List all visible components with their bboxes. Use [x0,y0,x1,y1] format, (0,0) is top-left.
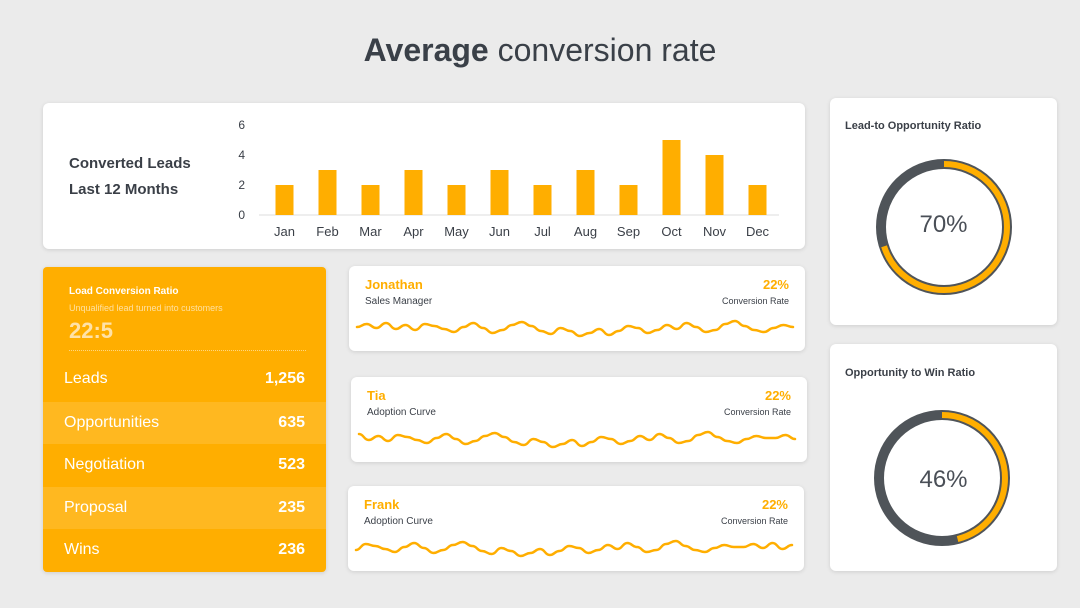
donut-title: Lead-to Opportunity Ratio [845,120,982,132]
person-role: Adoption Curve [367,407,436,418]
person-card-frank: Frank Adoption Curve 22% Conversion Rate [348,486,804,571]
page-title-rest: conversion rate [497,32,717,68]
funnel-row-value: 235 [278,499,305,516]
y-tick-label: 2 [238,178,245,192]
person-trend-sparkline [355,319,795,338]
bar-jan [275,185,294,215]
bar-dec [748,185,767,215]
lead-conversion-funnel: Load Conversion Ratio Unqualified lead t… [43,267,326,572]
page-title-bold: Average [363,32,489,68]
funnel-row-opportunities: Opportunities 635 [43,402,326,444]
funnel-row-value: 236 [278,541,305,558]
donut-arc [876,412,1008,544]
funnel-subtitle: Unqualified lead turned into customers [69,303,223,313]
bar-may [447,185,466,215]
funnel-row-label: Leads [64,370,108,387]
person-percent-label: Conversion Rate [721,296,789,306]
x-tick-label: Jul [534,224,551,239]
bar-sep [619,185,638,215]
funnel-title: Load Conversion Ratio [69,286,179,297]
funnel-row-label: Proposal [64,499,128,516]
person-name: Jonathan [365,277,423,292]
donut-value: 70% [919,211,968,238]
x-tick-label: Sep [617,224,640,239]
funnel-divider [69,350,306,351]
person-percent: 22% [764,388,791,403]
funnel-row-leads: Leads 1,256 [43,358,326,400]
x-tick-label: Nov [703,224,727,239]
y-tick-label: 6 [238,118,245,132]
bar-oct [662,140,681,215]
x-tick-label: Oct [661,224,682,239]
converted-leads-period: Last 12 Months [69,181,179,198]
person-name: Frank [364,497,400,512]
bar-nov [705,155,724,215]
x-tick-label: Feb [316,224,338,239]
bar-jun [490,170,509,215]
donut-title: Opportunity to Win Ratio [845,367,976,379]
funnel-row-label: Negotiation [64,456,145,473]
person-role: Adoption Curve [364,516,433,527]
person-percent-label: Conversion Rate [720,516,788,526]
funnel-row-negotiation: Negotiation 523 [43,444,326,486]
person-percent: 22% [762,277,789,292]
funnel-row-proposal: Proposal 235 [43,487,326,529]
lead-to-opportunity-donut [876,159,1012,295]
x-tick-label: Mar [359,224,382,239]
y-tick-label: 0 [238,208,245,222]
y-tick-label: 4 [238,148,245,162]
person-name: Tia [367,388,386,403]
person-role: Sales Manager [365,296,433,307]
person-trend-sparkline [354,539,794,558]
person-card-jonathan: Jonathan Sales Manager 22% Conversion Ra… [349,266,805,351]
funnel-row-label: Opportunities [64,414,160,431]
person-percent-label: Conversion Rate [723,407,791,417]
x-tick-label: Dec [746,224,770,239]
converted-leads-card: Converted Leads Last 12 Months 0 2 4 6 Jan Fe… [43,103,805,249]
page-title: Average conversion rate [0,32,1080,69]
x-tick-label: May [444,224,469,239]
converted-leads-bar-chart: 0 2 4 6 Jan Feb Mar Apr May Jun Jul Aug Sep Oct Nov Dec [238,118,779,239]
bar-jul [533,185,552,215]
bar-feb [318,170,337,215]
x-tick-label: Jun [489,224,510,239]
bar-apr [404,170,423,215]
funnel-ratio: 22:5 [69,318,114,343]
converted-leads-title: Converted Leads [69,155,191,172]
lead-to-opportunity-card: Lead-to Opportunity Ratio 70% [830,98,1057,325]
donut-value: 46% [919,466,968,493]
x-tick-label: Apr [403,224,424,239]
bar-mar [361,185,380,215]
x-tick-label: Aug [574,224,597,239]
opportunity-to-win-card: Opportunity to Win Ratio 46% [830,344,1057,571]
x-tick-label: Jan [274,224,295,239]
funnel-row-value: 635 [278,414,305,431]
person-trend-sparkline [357,430,797,449]
person-card-tia: Tia Adoption Curve 22% Conversion Rate [351,377,807,462]
person-percent: 22% [761,497,788,512]
bar-aug [576,170,595,215]
funnel-row-value: 523 [278,456,305,473]
opportunity-to-win-donut [874,410,1010,546]
donut-arc [878,161,1010,293]
funnel-row-wins: Wins 236 [43,529,326,571]
funnel-row-value: 1,256 [264,370,305,387]
funnel-row-label: Wins [64,541,100,558]
